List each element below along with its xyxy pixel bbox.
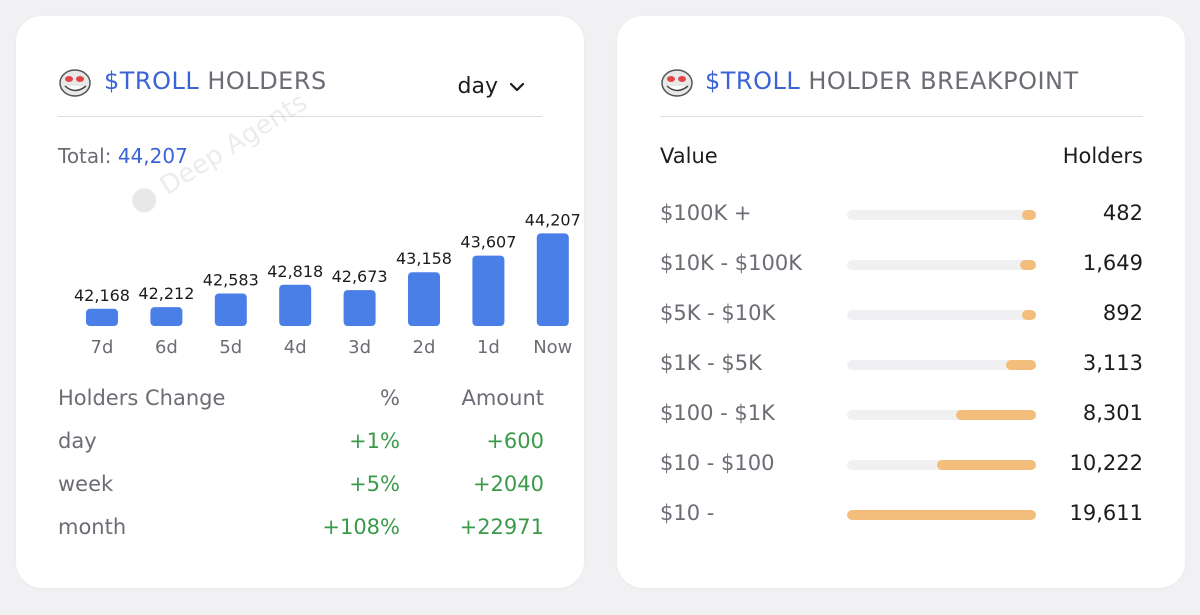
holders-title: $TROLL HOLDERS [104,67,327,95]
breakpoint-range: $5K - $10K [660,301,776,325]
x-tick-label: 7d [91,337,114,358]
header-holders-change: Holders Change [58,386,226,410]
holders-bar-chart: 42,168 7d 42,212 6d 42,583 5d 42,818 4d 42,673 3d… [74,210,581,358]
token-symbol: $TROLL [705,67,801,95]
bar-1d [472,255,505,326]
bar-value-label: 42,168 [74,286,130,305]
breakpoint-card: $TROLL HOLDER BREAKPOINT Value Holders $… [617,16,1185,588]
breakpoint-bar-fill [1006,360,1036,370]
breakpoint-holders: 19,611 [1069,501,1143,525]
x-tick-label: 6d [155,337,178,358]
total-holders: Total: 44,207 [58,144,188,168]
breakpoint-holders: 8,301 [1082,401,1143,425]
breakpoint-range: $100K + [660,201,752,225]
change-period: month [58,515,127,539]
bar-Now [536,233,569,326]
header-value: Value [660,144,718,168]
x-tick-label: 2d [413,337,436,358]
breakpoint-bar-track [847,310,1036,320]
total-value: 44,207 [117,144,188,168]
breakpoint-title: $TROLL HOLDER BREAKPOINT [705,67,1079,95]
breakpoint-bar-track [847,510,1036,520]
breakpoint-holders: 10,222 [1069,451,1143,475]
change-amount: +2040 [472,472,544,496]
breakpoint-bar-track [847,360,1036,370]
change-row-month: month +108% +22971 [58,515,544,558]
breakpoint-row: $5K - $10K 892 [660,301,1143,351]
bar-3d [343,290,376,326]
breakpoint-bar-fill [1020,260,1036,270]
breakpoint-bar-fill [937,460,1036,470]
breakpoint-bar-track [847,460,1036,470]
breakpoint-row: $100K + 482 [660,201,1143,251]
change-table-header: Holders Change % Amount [58,386,544,429]
header-holders: Holders [1062,144,1143,168]
breakpoint-bar-track [847,260,1036,270]
breakpoint-range: $10 - [660,501,715,525]
breakpoint-range: $100 - $1K [660,401,775,425]
bar-value-label: 42,818 [267,262,323,281]
breakpoint-bar-fill [1022,210,1036,220]
breakpoint-row: $10 - $100 10,222 [660,451,1143,501]
bar-4d [279,284,312,326]
x-tick-label: 3d [348,337,371,358]
bar-value-label: 43,158 [396,249,452,268]
breakpoint-bar-fill [956,410,1036,420]
bar-5d [214,293,247,326]
troll-face-icon [59,69,91,97]
total-label: Total: [58,144,118,168]
header-percent: % [380,386,400,410]
bar-value-label: 44,207 [525,210,581,229]
breakpoint-holders: 892 [1102,301,1143,325]
breakpoint-bar-fill [1022,310,1036,320]
breakpoint-list: $100K + 482 $10K - $100K 1,649 $5K - $10K 892… [660,201,1143,551]
x-tick-label: 4d [284,337,307,358]
holders-card: $TROLL HOLDERS day Total: 44,207 Deep Ag… [16,16,584,588]
header-divider [660,116,1143,117]
breakpoint-holders: 3,113 [1082,351,1143,375]
breakpoint-bar-track [847,210,1036,220]
holders-change-table: Holders Change % Amount day +1% +600 wee… [58,386,544,558]
bar-value-label: 42,673 [332,267,388,286]
change-amount: +22971 [459,515,544,539]
chevron-down-icon [510,82,524,91]
x-tick-label: Now [533,337,572,358]
bar-value-label: 43,607 [460,233,516,252]
breakpoint-row: $10K - $100K 1,649 [660,251,1143,301]
change-period: day [58,429,97,453]
change-period: week [58,472,114,496]
breakpoint-row: $10 - 19,611 [660,501,1143,551]
change-percent: +108% [322,515,400,539]
bar-6d [150,307,183,326]
breakpoint-row: $1K - $5K 3,113 [660,351,1143,401]
token-symbol: $TROLL [104,67,200,95]
breakpoint-holders: 1,649 [1082,251,1143,275]
breakpoint-header: Value Holders [660,144,1143,174]
bar-2d [408,272,440,326]
breakpoint-range: $10 - $100 [660,451,775,475]
period-dropdown[interactable]: day [458,74,524,99]
change-row-day: day +1% +600 [58,429,544,472]
change-percent: +1% [349,429,400,453]
x-tick-label: 1d [477,337,500,358]
title-text: HOLDERS [199,67,327,95]
change-percent: +5% [349,472,400,496]
troll-face-icon [661,69,693,97]
title-text: HOLDER BREAKPOINT [800,67,1079,95]
breakpoint-holders: 482 [1102,201,1143,225]
x-tick-label: 5d [219,337,242,358]
bar-7d [86,308,118,326]
dropdown-value: day [457,74,498,99]
change-row-week: week +5% +2040 [58,472,544,515]
header-divider [58,116,542,117]
breakpoint-row: $100 - $1K 8,301 [660,401,1143,451]
bar-value-label: 42,212 [138,284,194,303]
breakpoint-range: $1K - $5K [660,351,762,375]
header-amount: Amount [461,386,544,410]
change-amount: +600 [486,429,544,453]
bar-value-label: 42,583 [203,270,259,289]
breakpoint-bar-fill [847,510,1036,520]
breakpoint-bar-track [847,410,1036,420]
breakpoint-range: $10K - $100K [660,251,802,275]
